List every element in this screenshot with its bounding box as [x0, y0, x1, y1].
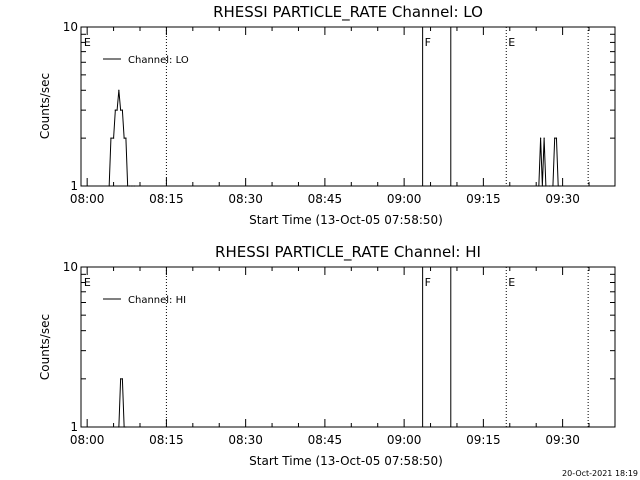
data-point: [552, 185, 554, 187]
data-point: [541, 185, 543, 187]
data-point: [120, 378, 122, 380]
event-marker-label: E: [508, 36, 515, 49]
x-tick-label: 09:15: [466, 433, 501, 447]
data-point: [557, 185, 559, 187]
data-point: [540, 137, 542, 139]
data-point: [127, 185, 129, 187]
x-tick-label: 08:00: [70, 433, 105, 447]
x-tick-label: 08:30: [228, 433, 263, 447]
panel-lo: RHESSI PARTICLE_RATE Channel: LO Counts/…: [38, 3, 616, 227]
series-line: [118, 378, 126, 428]
event-marker-label: E: [84, 36, 91, 49]
x-tick-label: 08:45: [308, 192, 343, 206]
x-tick-label: 08:15: [149, 192, 184, 206]
data-point: [123, 137, 125, 139]
axis-ticks: [81, 266, 615, 428]
data-point: [112, 137, 115, 139]
y-tick-label: 10: [63, 20, 78, 34]
event-marker-label: F: [425, 36, 431, 49]
data-point: [125, 137, 127, 139]
data-point: [134, 185, 136, 187]
data-point: [123, 426, 125, 428]
data-point: [128, 185, 131, 187]
event-marker-label: E: [508, 276, 515, 289]
chart-title: RHESSI PARTICLE_RATE Channel: HI: [215, 243, 481, 262]
data-point: [120, 109, 122, 111]
y-axis-label: Counts/sec: [38, 73, 52, 139]
x-tick-label: 08:15: [149, 433, 184, 447]
data-point: [118, 89, 120, 91]
event-marker-label: E: [84, 276, 91, 289]
y-axis-label: Counts/sec: [38, 314, 52, 380]
series-layer: [118, 378, 127, 428]
axis-ticks: [81, 26, 615, 187]
x-tick-label: 08:45: [308, 433, 343, 447]
series-layer: [108, 89, 561, 187]
data-point: [114, 109, 116, 111]
data-point: [125, 426, 127, 428]
plot-frame: [80, 266, 616, 428]
tick-labels: 08:00 08:15 08:30 08:45 09:00 09:15 09:30 1 10: [63, 260, 580, 447]
chart-title: RHESSI PARTICLE_RATE Channel: LO: [213, 3, 483, 22]
y-tick-label: 1: [70, 179, 78, 193]
panel-hi: RHESSI PARTICLE_RATE Channel: HI Counts/…: [38, 243, 616, 468]
legend: Channel: LO: [103, 55, 189, 66]
data-point: [110, 137, 112, 139]
data-point: [116, 109, 118, 111]
x-tick-label: 09:15: [466, 192, 501, 206]
data-point: [554, 137, 556, 139]
data-point: [130, 185, 132, 187]
data-point: [121, 378, 123, 380]
x-tick-label: 09:30: [545, 433, 580, 447]
x-tick-label: 08:30: [228, 192, 263, 206]
x-tick-label: 09:00: [387, 433, 422, 447]
y-tick-label: 1: [70, 420, 78, 434]
data-point: [545, 185, 547, 187]
data-point: [555, 137, 558, 139]
data-point: [132, 185, 134, 187]
data-point: [548, 185, 551, 187]
data-point: [559, 185, 561, 187]
legend-label: Channel: LO: [128, 55, 189, 66]
legend-label: Channel: HI: [128, 295, 186, 306]
x-axis-label: Start Time (13-Oct-05 07:58:50): [249, 454, 443, 468]
tick-labels: 08:00 08:15 08:30 08:45 09:00 09:15 09:30 1 10: [63, 20, 580, 206]
data-point: [543, 137, 545, 139]
x-tick-label: 09:30: [545, 192, 580, 206]
x-tick-label: 08:00: [70, 192, 105, 206]
x-axis-label: Start Time (13-Oct-05 07:58:50): [249, 213, 443, 227]
legend: Channel: HI: [103, 295, 186, 306]
data-point: [538, 185, 540, 187]
data-point: [118, 426, 120, 428]
timestamp: 20-Oct-2021 18:19: [562, 469, 638, 478]
plot-frame: [80, 26, 616, 187]
x-tick-label: 09:00: [387, 192, 422, 206]
series-line: [108, 90, 560, 187]
data-point: [121, 109, 123, 111]
y-tick-label: 10: [63, 260, 78, 274]
data-point: [108, 185, 110, 187]
event-marker-label: F: [425, 276, 431, 289]
